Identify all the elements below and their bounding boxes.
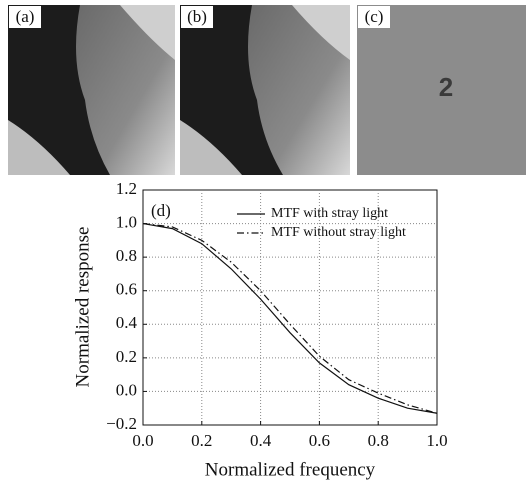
y-tick-label: 1.2	[116, 179, 137, 198]
image-a: (a)	[8, 5, 175, 175]
panel-label: (b)	[187, 7, 207, 26]
y-tick-label: 0.6	[116, 280, 137, 299]
plot-frame	[142, 189, 438, 426]
image-c: (c) 2	[357, 5, 526, 175]
y-tick-label: 1.0	[116, 212, 137, 231]
legend-label: MTF with stray light	[271, 206, 388, 221]
x-tick-label: 0.4	[250, 431, 272, 450]
panel-label: (a)	[16, 7, 35, 26]
y-tick-label: −0.2	[106, 414, 137, 433]
data-line	[142, 222, 438, 414]
image-text: 2	[439, 72, 453, 102]
y-tick-label: 0.4	[116, 313, 138, 332]
x-tick-label: 0.8	[368, 431, 389, 450]
y-tick-label: 0.0	[116, 380, 137, 399]
panel-label: (d)	[151, 201, 171, 220]
y-tick-label: 0.2	[116, 347, 137, 366]
x-axis-label: Normalized frequency	[205, 459, 376, 480]
y-axis-label: Normalized response	[72, 227, 93, 388]
x-tick-label: 1.0	[426, 431, 447, 450]
data-line	[142, 222, 438, 414]
panel-label: (c)	[365, 7, 384, 26]
x-tick-label: 0.2	[191, 431, 212, 450]
x-tick-label: 0.6	[309, 431, 330, 450]
legend-label: MTF without stray light	[271, 225, 406, 240]
y-tick-label: 0.8	[116, 246, 137, 265]
x-tick-label: 0.0	[132, 431, 153, 450]
image-b: (b)	[180, 5, 350, 175]
